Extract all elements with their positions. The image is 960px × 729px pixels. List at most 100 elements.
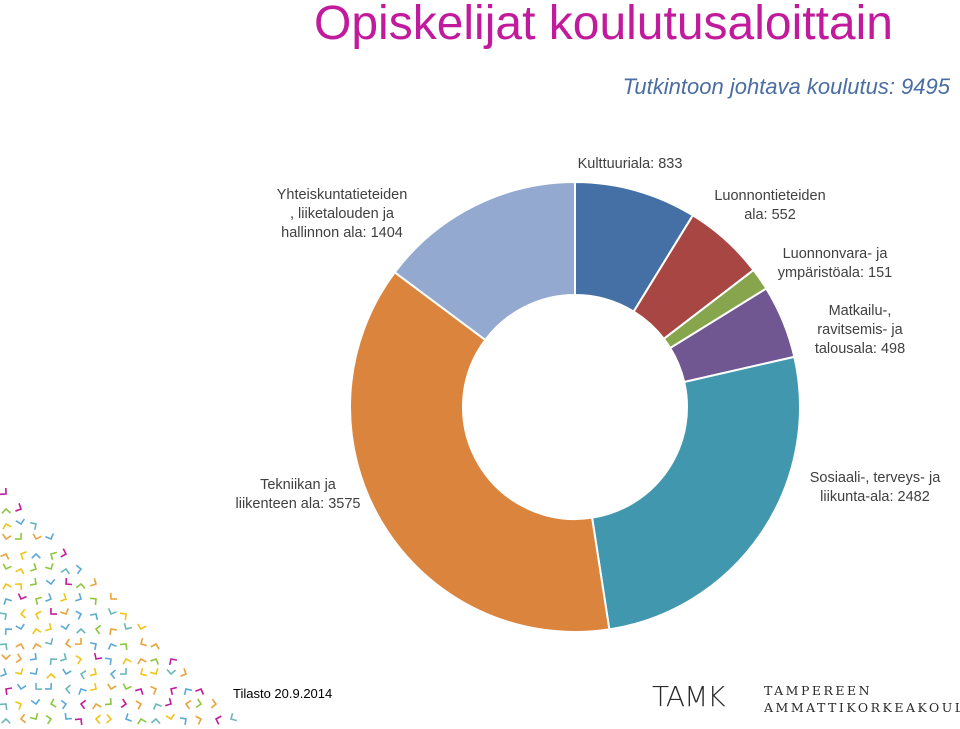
decorative-chevron xyxy=(104,657,112,666)
decorative-chevron xyxy=(89,682,97,692)
decorative-chevron xyxy=(50,607,58,615)
decorative-chevron xyxy=(137,717,147,725)
decorative-chevron xyxy=(45,533,55,541)
decorative-chevron xyxy=(29,521,37,531)
decorative-chevron xyxy=(32,533,42,541)
decorative-chevron xyxy=(2,582,12,590)
decorative-chevron xyxy=(19,608,27,619)
decorative-chevron xyxy=(64,712,73,720)
decorative-chevron xyxy=(65,577,73,586)
decorative-chevron xyxy=(29,667,39,675)
decorative-chevron xyxy=(170,686,178,696)
decorative-chevron xyxy=(119,667,127,675)
decorative-chevron xyxy=(109,669,117,680)
label-line: , liiketalouden ja xyxy=(290,206,394,222)
decorative-chevron xyxy=(29,577,37,586)
decorative-chevron xyxy=(45,578,56,586)
chart-subtitle: Tutkintoon johtava koulutus: 9495 xyxy=(622,74,950,99)
label-line: talousala: 498 xyxy=(814,341,906,357)
decorative-chevron xyxy=(165,713,175,721)
decorative-chevron xyxy=(30,698,41,706)
decorative-chevron xyxy=(150,685,158,695)
decorative-chevron xyxy=(64,684,71,695)
decorative-chevron xyxy=(30,563,38,572)
decorative-chevron xyxy=(50,551,57,561)
decorative-chevron xyxy=(107,683,117,691)
decorative-chevron xyxy=(135,700,143,710)
decorative-chevron xyxy=(89,667,97,677)
decorative-chevron xyxy=(45,622,52,632)
decorative-chevron xyxy=(14,583,23,591)
label-line: liikunta-ala: 2482 xyxy=(820,489,930,505)
decorative-chevron xyxy=(74,637,82,646)
decorative-chevron xyxy=(60,608,69,616)
decorative-chevron xyxy=(150,668,159,675)
decorative-chevron xyxy=(76,627,86,634)
decorative-chevron xyxy=(60,593,68,602)
decorative-chevron xyxy=(94,624,102,635)
label-line: ympäristöala: 151 xyxy=(777,265,893,281)
decorative-chevron xyxy=(19,551,27,560)
decorative-chevron xyxy=(109,628,118,636)
donut-slice-4 xyxy=(590,355,801,631)
decorative-chevron xyxy=(17,593,27,601)
decorative-chevron xyxy=(107,608,117,616)
decorative-chevron xyxy=(89,613,99,621)
label-line: Yhteiskuntatieteiden xyxy=(276,187,408,203)
decorative-chevron xyxy=(4,628,13,636)
decorative-chevron xyxy=(90,578,97,587)
decorative-chevron xyxy=(0,668,8,677)
decorative-chevron xyxy=(214,715,222,725)
decorative-chevron xyxy=(44,682,53,690)
decorative-chevron xyxy=(109,592,118,600)
label-line: Luonnontieteiden xyxy=(714,188,826,204)
decorative-chevron xyxy=(123,623,133,630)
decorative-chevron xyxy=(89,641,97,651)
decorative-chevron xyxy=(166,668,177,676)
decorative-chevron xyxy=(60,548,68,558)
decorative-chevron xyxy=(137,623,147,631)
slice-label-luonnonvara: Luonnonvara- ja ympäristöala: 151 xyxy=(755,245,915,283)
decorative-chevron xyxy=(60,699,68,710)
decorative-chevron xyxy=(0,643,8,651)
decorative-chevron xyxy=(15,642,25,650)
decorative-chevron xyxy=(60,653,67,662)
decorative-chevron xyxy=(35,596,42,606)
decorative-chevron xyxy=(75,593,82,602)
decorative-chevron xyxy=(78,687,87,695)
decorative-chevron xyxy=(94,714,102,725)
decorative-chevron xyxy=(3,598,12,605)
slice-label-tekniikka: Tekniikan ja liikenteen ala: 3575 xyxy=(218,476,378,514)
decorative-chevron xyxy=(79,670,87,680)
decorative-chevron xyxy=(122,683,132,691)
logo-line-2: AMMATTIKORKEAKOULU xyxy=(764,700,960,715)
decorative-chevron xyxy=(60,567,71,575)
slice-label-sosiaali: Sosiaali-, terveys- ja liikunta-ala: 248… xyxy=(790,469,960,507)
decorative-chevron xyxy=(75,610,83,620)
label-line: Tekniikan ja xyxy=(260,477,336,493)
decorative-chevron xyxy=(140,637,147,647)
decorative-chevron xyxy=(119,643,128,651)
decorative-chevron xyxy=(195,687,205,695)
decorative-chevron xyxy=(15,623,25,631)
decorative-chevron xyxy=(75,655,83,665)
decorative-chevron xyxy=(15,701,23,710)
decorative-chevron xyxy=(107,642,117,650)
decorative-chevron xyxy=(135,688,144,695)
decorative-chevron xyxy=(120,698,128,709)
decorative-chevron xyxy=(152,702,162,710)
decorative-chevron xyxy=(93,652,103,660)
decorative-chevron xyxy=(165,697,172,707)
label-line: Sosiaali-, terveys- ja xyxy=(809,470,941,486)
decorative-chevron xyxy=(29,652,37,661)
decorative-chevron xyxy=(34,610,42,620)
decorative-chevron xyxy=(179,717,187,726)
decorative-chevron xyxy=(49,658,58,666)
slice-label-yhteiskuntatieteiden: Yhteiskuntatieteiden , liiketalouden ja … xyxy=(262,186,422,243)
decorative-chevron xyxy=(15,503,23,512)
label-line: Matkailu-, xyxy=(828,303,892,319)
decorative-chevron xyxy=(15,567,25,575)
decorative-chevron xyxy=(150,717,161,725)
decorative-chevron xyxy=(45,593,53,603)
